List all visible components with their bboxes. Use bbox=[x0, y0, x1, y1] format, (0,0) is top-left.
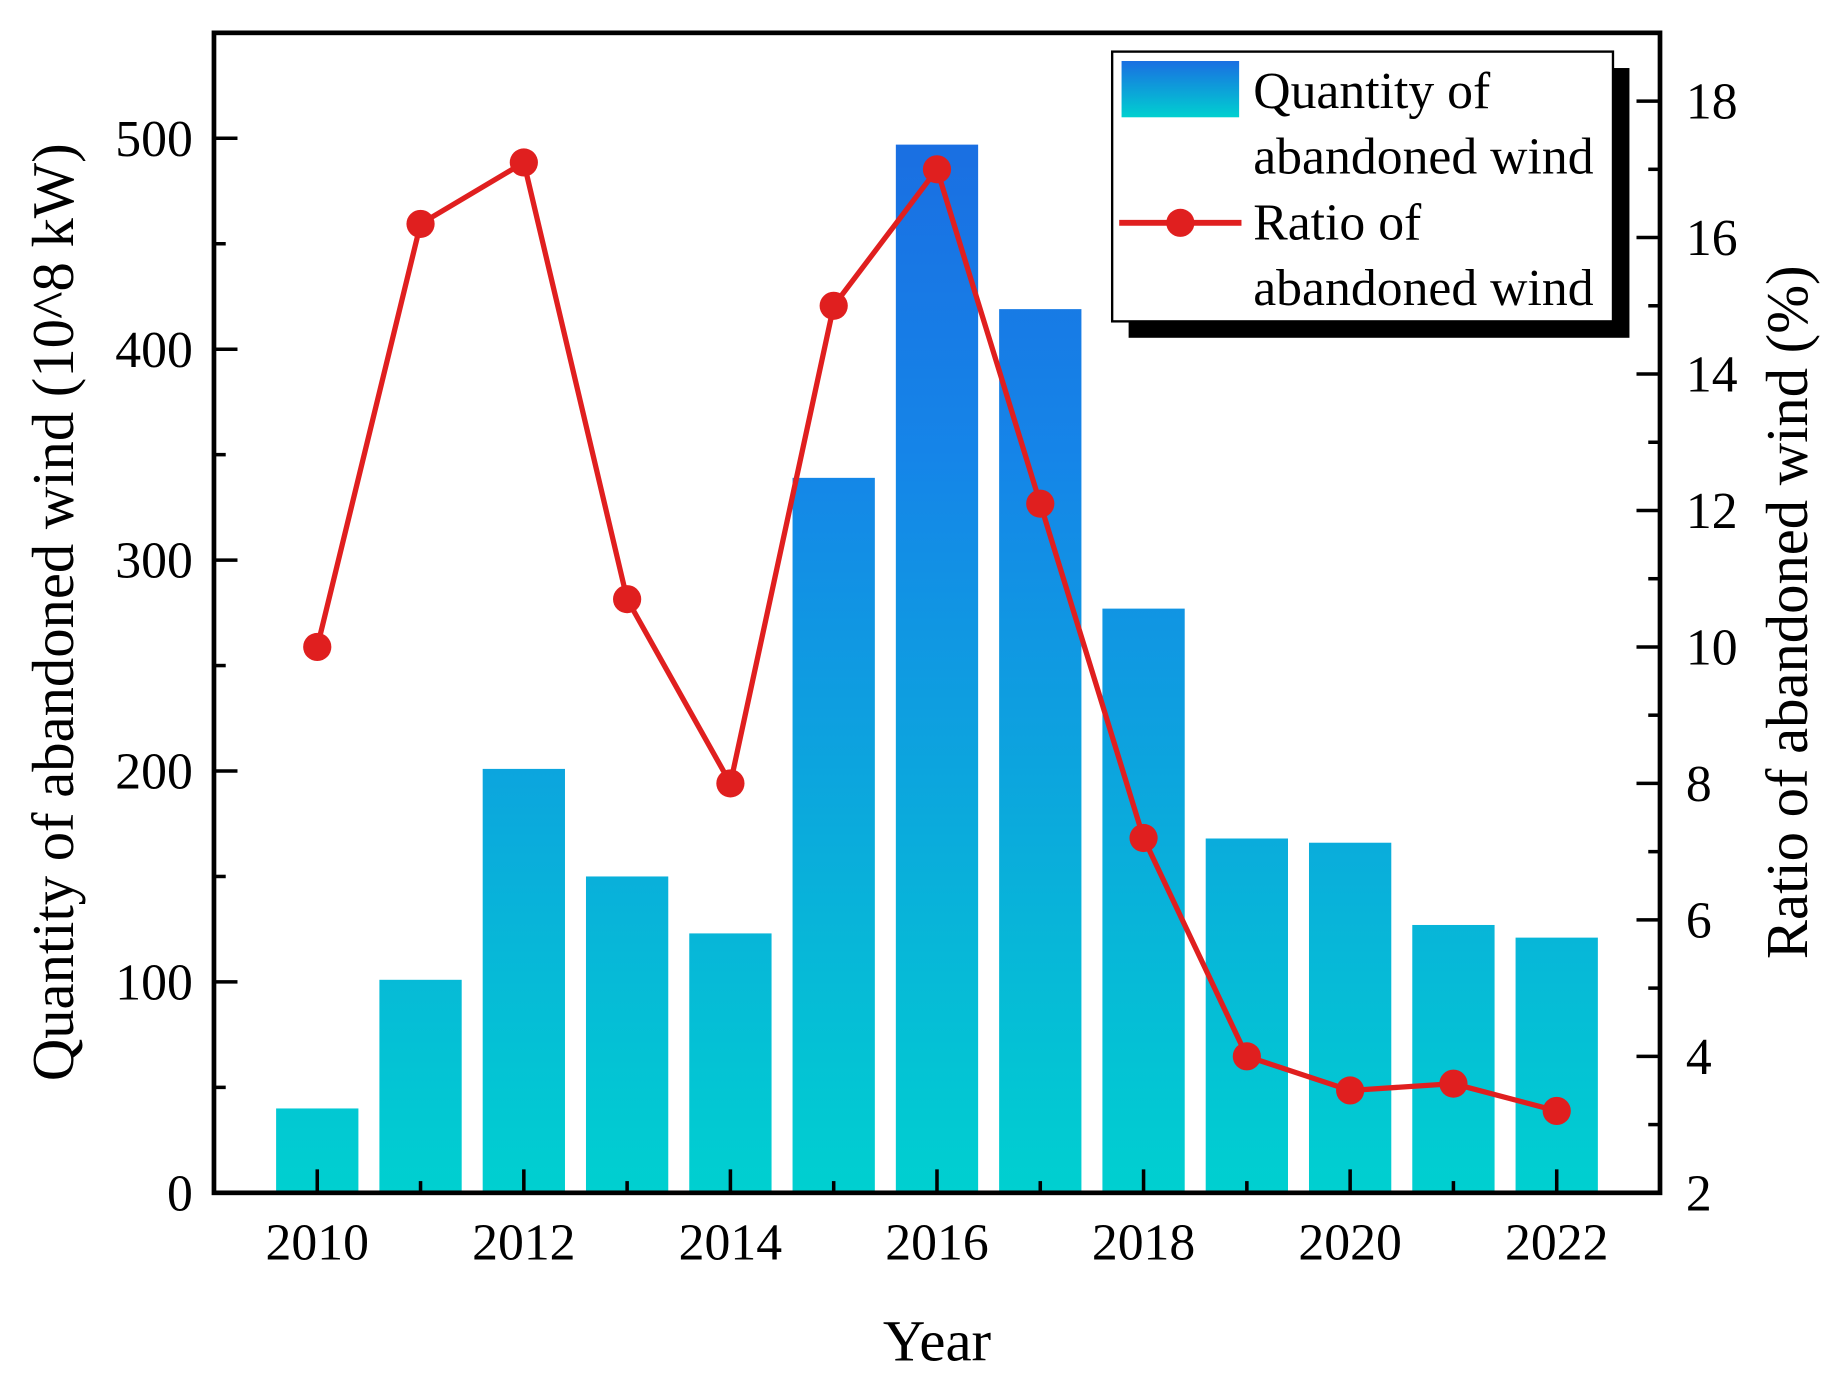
ratio-point-2010 bbox=[303, 632, 332, 662]
ratio-point-2014 bbox=[716, 769, 745, 798]
bar-2014 bbox=[689, 933, 772, 1193]
y-right-tick-label-14: 14 bbox=[1686, 347, 1738, 404]
legend-bar-label-1: Quantity of bbox=[1253, 63, 1491, 120]
legend: Quantity of abandoned wind Ratio of aban… bbox=[1110, 50, 1630, 338]
legend-line-label-1: Ratio of bbox=[1253, 194, 1422, 251]
y-axis-right-label: Ratio of abandoned wind (%) bbox=[1755, 265, 1820, 959]
x-tick-label-2010: 2010 bbox=[266, 1215, 369, 1272]
bar-2021 bbox=[1412, 924, 1495, 1193]
y-right-tick-label-12: 12 bbox=[1686, 483, 1738, 540]
x-tick-label-2016: 2016 bbox=[885, 1215, 988, 1272]
ratio-point-2021 bbox=[1439, 1069, 1468, 1098]
y-right-tick-label-18: 18 bbox=[1686, 74, 1738, 131]
ratio-point-2020 bbox=[1336, 1076, 1365, 1105]
ratio-point-2016 bbox=[922, 155, 952, 184]
bar-2012 bbox=[482, 768, 565, 1193]
ratio-point-2017 bbox=[1026, 489, 1055, 518]
bar-2022 bbox=[1515, 937, 1598, 1193]
axes-group: 2010 2012 2014 2016 2018 2020 2022 0 100 200 300 40… bbox=[115, 31, 1738, 1272]
ratio-point-2018 bbox=[1129, 823, 1158, 853]
ratio-point-2011 bbox=[406, 209, 435, 238]
y-right-tick-label-10: 10 bbox=[1686, 620, 1738, 677]
ratio-point-2015 bbox=[819, 291, 848, 320]
legend-line-marker bbox=[1166, 208, 1195, 237]
bars-group bbox=[276, 144, 1598, 1193]
x-tick-label-2014: 2014 bbox=[679, 1215, 783, 1272]
x-axis-label: Year bbox=[883, 1309, 992, 1374]
ratio-point-2022 bbox=[1542, 1096, 1571, 1126]
y-right-tick-label-2: 2 bbox=[1686, 1165, 1712, 1222]
y-right-tick-label-8: 8 bbox=[1686, 756, 1712, 813]
bar-2011 bbox=[379, 979, 462, 1193]
ratio-line-group bbox=[303, 148, 1571, 1126]
bar-2016 bbox=[895, 144, 979, 1193]
y-left-tick-label-0: 0 bbox=[167, 1165, 193, 1222]
x-tick-label-2018: 2018 bbox=[1092, 1215, 1195, 1272]
bar-2013 bbox=[585, 876, 669, 1193]
x-tick-label-2012: 2012 bbox=[472, 1215, 575, 1272]
y-right-tick-label-16: 16 bbox=[1686, 210, 1738, 267]
bar-2015 bbox=[792, 477, 875, 1193]
y-left-tick-label-400: 400 bbox=[115, 322, 193, 379]
y-left-tick-label-500: 500 bbox=[115, 111, 193, 168]
bar-2020 bbox=[1308, 842, 1392, 1193]
legend-bar-swatch bbox=[1121, 60, 1240, 118]
bar-2017 bbox=[999, 309, 1082, 1193]
legend-line-label-2: abandoned wind bbox=[1253, 260, 1594, 317]
y-left-tick-label-300: 300 bbox=[115, 533, 193, 590]
legend-bar-label-2: abandoned wind bbox=[1253, 129, 1594, 186]
ratio-point-2013 bbox=[613, 585, 642, 614]
y-left-tick-label-200: 200 bbox=[115, 744, 193, 801]
x-tick-label-2020: 2020 bbox=[1298, 1215, 1401, 1272]
y-left-tick-label-100: 100 bbox=[115, 955, 193, 1012]
x-tick-label-2022: 2022 bbox=[1505, 1215, 1608, 1272]
ratio-point-2019 bbox=[1232, 1042, 1261, 1071]
ratio-point-2012 bbox=[509, 148, 538, 177]
y-axis-left-label: Quantity of abandoned wind (10^8 kW) bbox=[21, 143, 86, 1081]
y-right-tick-label-4: 4 bbox=[1686, 1029, 1712, 1086]
bar-2019 bbox=[1205, 838, 1288, 1193]
y-right-tick-label-6: 6 bbox=[1686, 893, 1712, 950]
